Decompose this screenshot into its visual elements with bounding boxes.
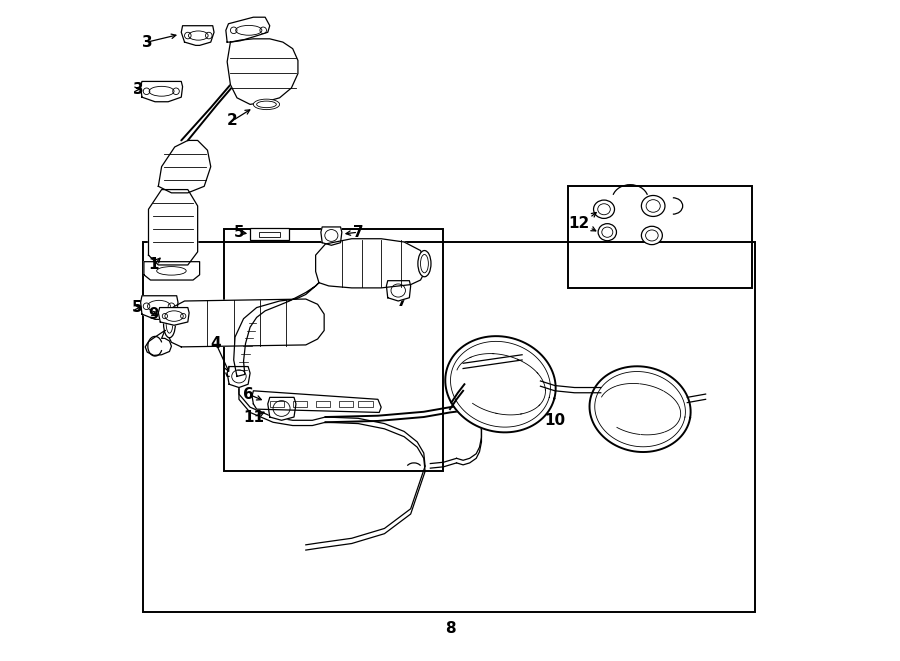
Polygon shape xyxy=(181,26,214,46)
Polygon shape xyxy=(316,239,425,288)
Polygon shape xyxy=(321,227,342,245)
Bar xyxy=(316,401,330,407)
Polygon shape xyxy=(234,283,319,376)
Polygon shape xyxy=(145,330,171,356)
Polygon shape xyxy=(227,39,298,104)
Text: 7: 7 xyxy=(397,293,408,309)
Polygon shape xyxy=(268,397,296,420)
Text: 11: 11 xyxy=(243,410,264,424)
Text: 10: 10 xyxy=(544,413,565,428)
Text: 3: 3 xyxy=(142,34,152,50)
Polygon shape xyxy=(144,262,200,280)
Bar xyxy=(292,401,307,407)
Polygon shape xyxy=(158,140,211,193)
Polygon shape xyxy=(158,307,189,325)
Polygon shape xyxy=(226,17,270,42)
Ellipse shape xyxy=(418,251,431,277)
Polygon shape xyxy=(252,391,382,412)
Ellipse shape xyxy=(164,310,176,338)
Ellipse shape xyxy=(642,196,665,216)
Polygon shape xyxy=(140,81,183,102)
Text: 5: 5 xyxy=(234,225,244,240)
Text: 2: 2 xyxy=(227,113,238,128)
Polygon shape xyxy=(140,295,178,319)
Text: 6: 6 xyxy=(243,387,254,402)
Polygon shape xyxy=(148,190,198,265)
Bar xyxy=(568,186,752,288)
Text: 5: 5 xyxy=(132,300,143,315)
Text: 8: 8 xyxy=(445,621,455,637)
Ellipse shape xyxy=(593,200,615,218)
Polygon shape xyxy=(166,299,324,347)
Ellipse shape xyxy=(642,226,662,245)
Text: 3: 3 xyxy=(133,82,144,97)
Bar xyxy=(143,242,755,612)
Bar xyxy=(358,401,373,407)
Bar xyxy=(224,229,444,471)
Bar xyxy=(338,401,353,407)
Bar xyxy=(250,228,290,240)
Text: 7: 7 xyxy=(353,225,364,240)
Bar xyxy=(270,401,284,407)
Text: 9: 9 xyxy=(148,307,159,322)
Bar xyxy=(258,231,280,237)
Text: 12: 12 xyxy=(569,216,590,231)
Ellipse shape xyxy=(598,223,616,241)
Polygon shape xyxy=(386,281,410,301)
Text: 4: 4 xyxy=(211,336,221,351)
Ellipse shape xyxy=(254,99,280,110)
Text: 1: 1 xyxy=(148,257,159,272)
Polygon shape xyxy=(590,366,690,452)
Polygon shape xyxy=(446,336,555,432)
Polygon shape xyxy=(227,367,250,387)
